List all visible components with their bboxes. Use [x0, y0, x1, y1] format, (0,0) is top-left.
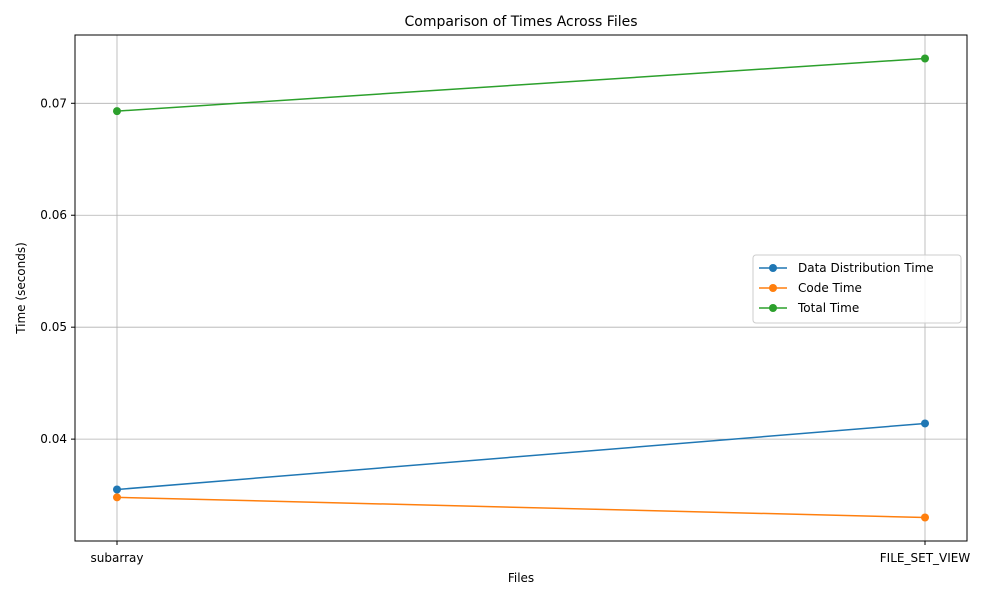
series-line: [116, 496, 926, 519]
y-tick-label: 0.04: [40, 432, 67, 446]
legend-label: Data Distribution Time: [798, 261, 934, 275]
legend-item: Total Time: [759, 301, 859, 315]
series-2: [113, 54, 929, 116]
y-tick-label: 0.07: [40, 96, 67, 110]
legend-item: Data Distribution Time: [759, 261, 934, 275]
legend-marker: [769, 284, 777, 292]
data-point: [113, 107, 121, 116]
series-line: [116, 422, 926, 491]
plot-area-frame: [74, 34, 968, 542]
data-point: [921, 419, 929, 428]
data-point: [113, 493, 121, 502]
series-line: [116, 57, 926, 112]
series-1: [113, 493, 929, 522]
data-point: [921, 513, 929, 522]
y-axis: 0.04 0.05 0.06 0.07: [40, 96, 75, 446]
y-tick-label: 0.06: [40, 208, 67, 222]
x-tick-label: subarray: [91, 551, 144, 565]
data-point: [113, 485, 121, 494]
legend-marker: [769, 264, 777, 272]
series-0: [113, 419, 929, 494]
x-axis-label: Files: [508, 571, 534, 585]
legend-frame: [752, 254, 962, 324]
legend-item: Code Time: [759, 281, 862, 295]
legend: Data Distribution Time Code Time Total Tim…: [752, 254, 962, 324]
x-axis: subarray FILE_SET_VIEW: [91, 541, 971, 565]
data-point: [921, 54, 929, 63]
y-tick-label: 0.05: [40, 320, 67, 334]
grid: [75, 35, 967, 541]
legend-label: Code Time: [798, 281, 862, 295]
legend-marker: [769, 304, 777, 312]
legend-label: Total Time: [797, 301, 859, 315]
x-tick-label: FILE_SET_VIEW: [880, 551, 971, 565]
y-axis-label: Time (seconds): [14, 242, 28, 335]
chart-title: Comparison of Times Across Files: [404, 14, 637, 30]
series-layer: [113, 54, 929, 522]
